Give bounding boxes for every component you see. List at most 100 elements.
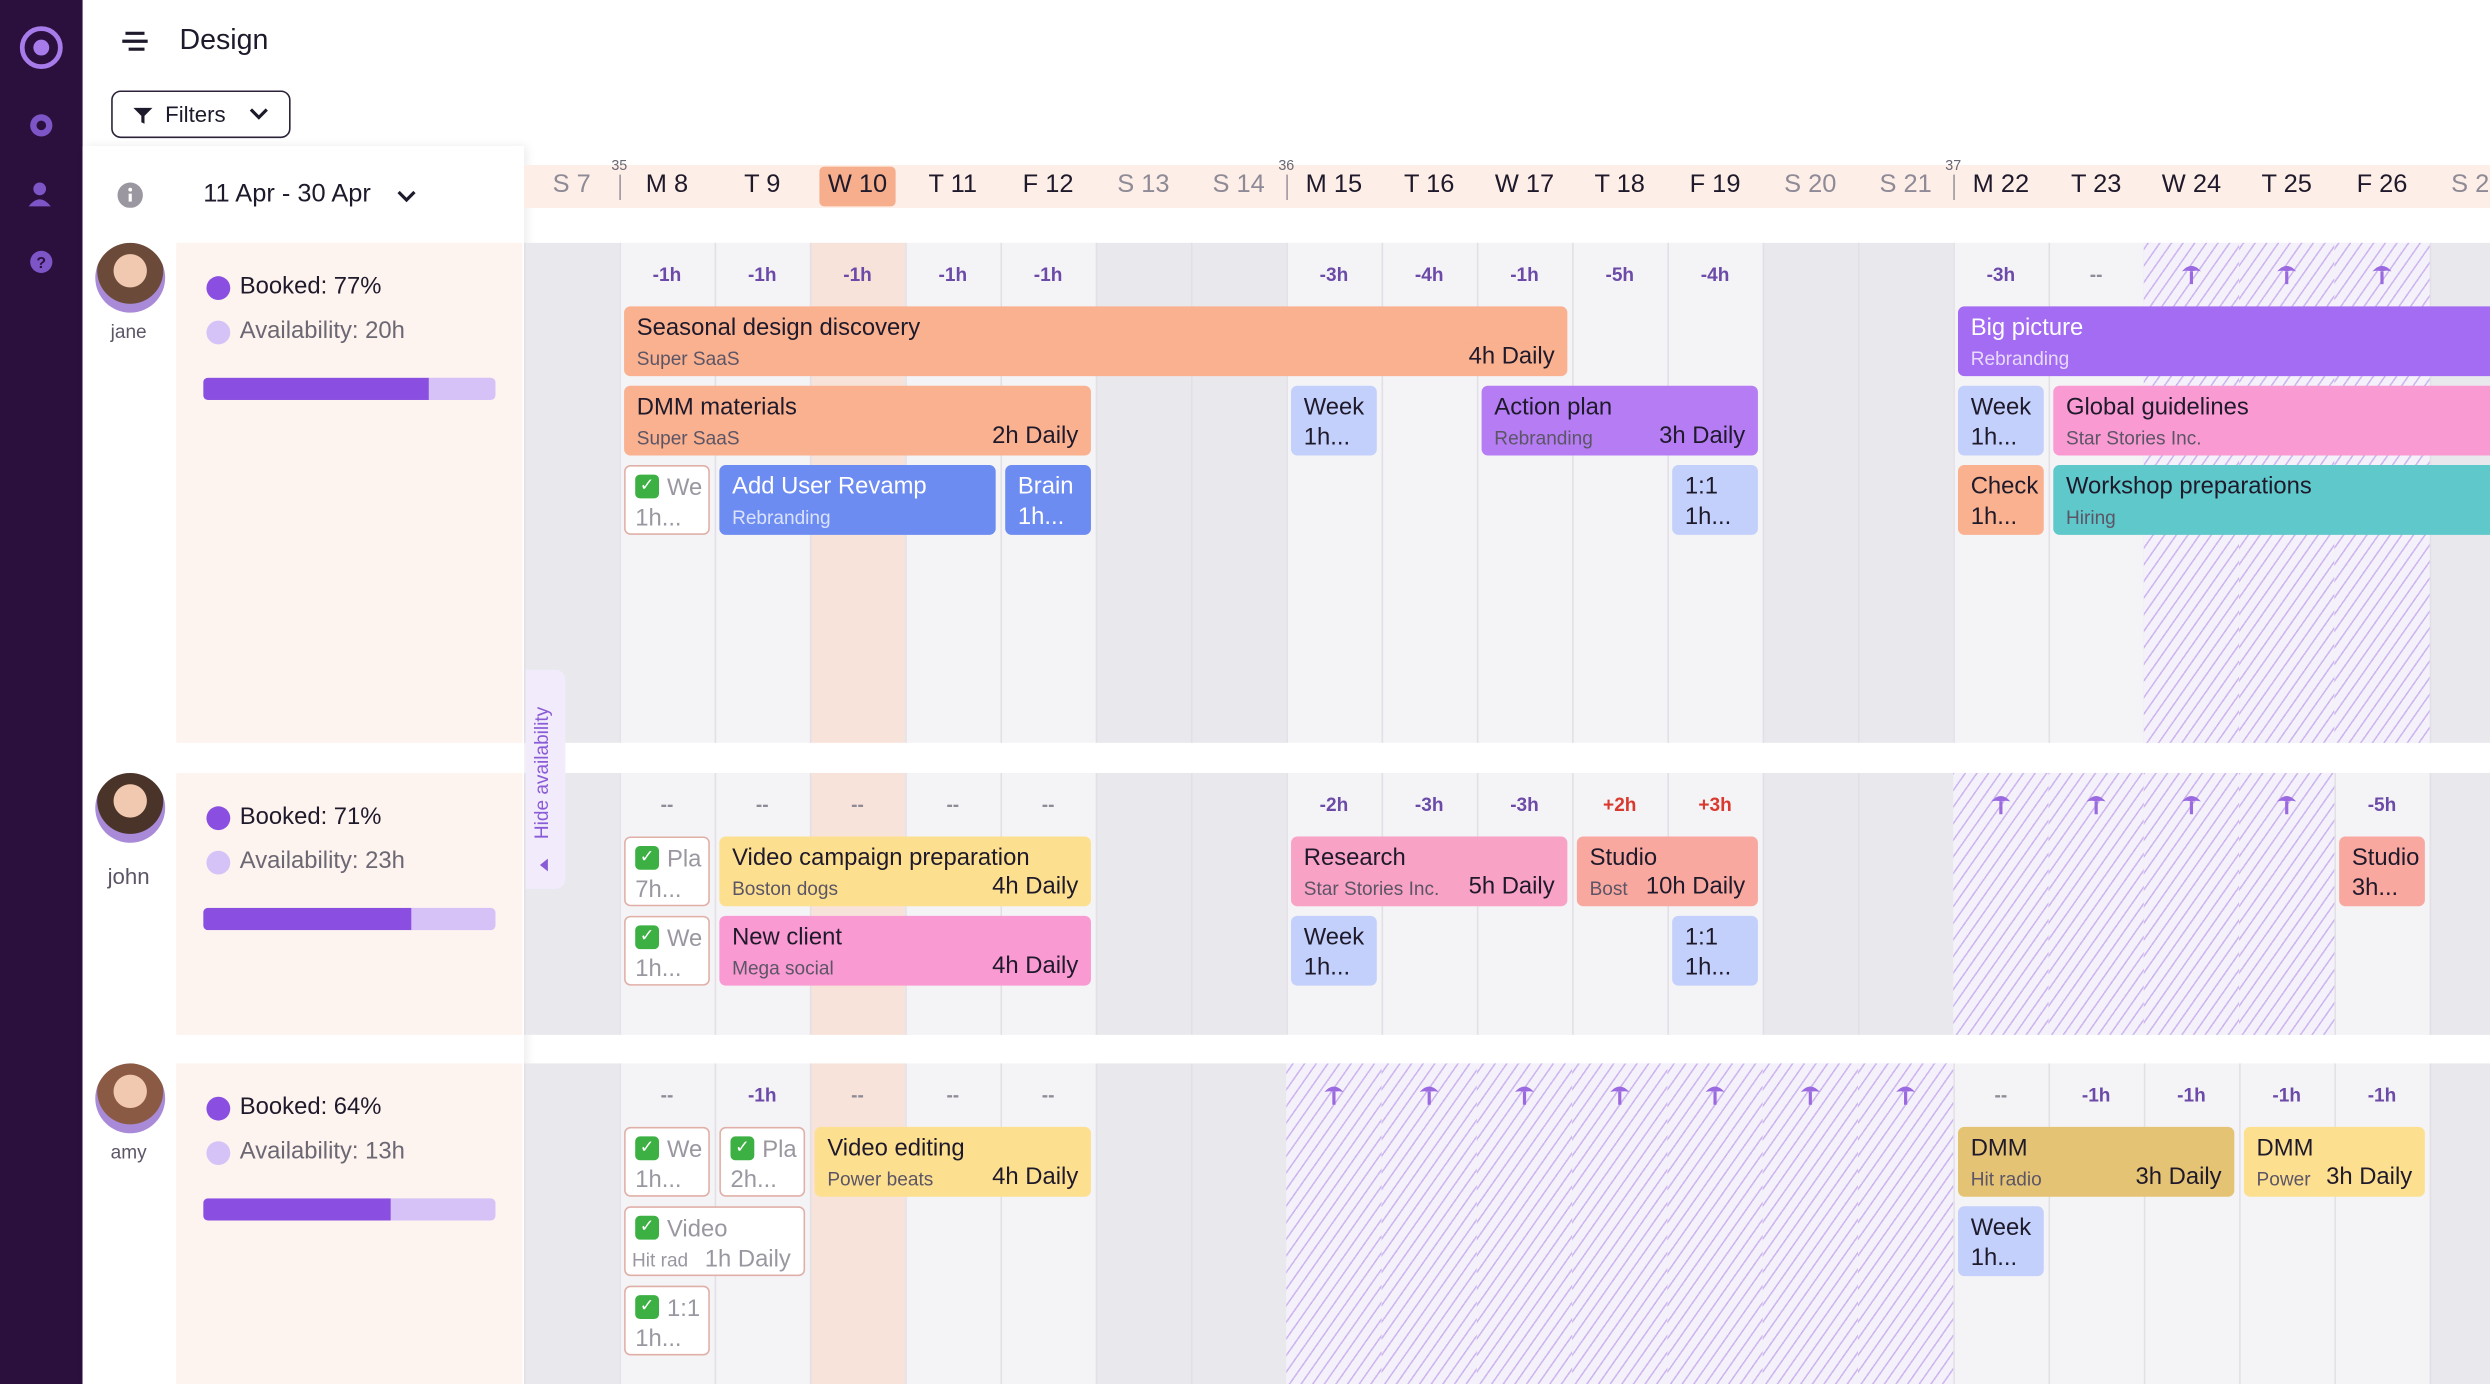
capacity-label: -- — [1041, 793, 1055, 816]
day-cell — [2048, 1063, 2144, 1384]
event-card[interactable]: New client Mega social 4h Daily — [719, 915, 1091, 986]
booking-bar — [203, 1198, 496, 1221]
holiday-cell — [1953, 772, 2049, 1035]
capacity-label: -1h — [1510, 263, 1539, 286]
event-card[interactable]: ✓ 1:1 1h... — [624, 1285, 710, 1356]
event-card[interactable]: Studio Bost 10h Daily — [1576, 836, 1758, 907]
holiday-cell — [2239, 772, 2335, 1035]
capacity-label: -- — [1041, 1084, 1055, 1107]
event-detail: 1h... — [1303, 423, 1351, 451]
event-card[interactable]: Week 1h... — [1958, 385, 2044, 456]
holiday-icon — [1610, 1086, 1630, 1105]
avatar — [95, 772, 166, 843]
event-card[interactable]: ✓ We 1h... — [624, 465, 710, 535]
day-cell — [2334, 1063, 2430, 1384]
day-cell — [2143, 1063, 2240, 1384]
event-title: Workshop preparations — [2065, 472, 2312, 500]
event-card[interactable]: ✓ Pla 2h... — [719, 1126, 806, 1197]
day-cell — [524, 1063, 620, 1384]
event-card[interactable]: Seasonal design discovery Super SaaS 4h Da… — [624, 306, 1568, 377]
filters-button[interactable]: Filters — [111, 90, 291, 139]
event-card[interactable]: Global guidelines Star Stories Inc. — [2053, 385, 2490, 456]
event-card[interactable]: Workshop preparations Hiring — [2053, 465, 2490, 535]
day-label: F 19 — [1689, 171, 1741, 199]
booking-bar-fill — [203, 1198, 391, 1221]
event-detail: 2h... — [730, 1166, 777, 1194]
event-detail: 1h... — [635, 504, 682, 532]
date-range[interactable]: 11 Apr - 30 Apr — [203, 180, 371, 208]
event-card[interactable]: Action plan Rebranding 3h Daily — [1481, 385, 1758, 456]
filters-label: Filters — [165, 101, 226, 127]
hide-availability-tab[interactable]: Hide availability — [525, 669, 566, 889]
event-card[interactable]: Week 1h... — [1291, 915, 1377, 986]
person-card: Booked: 71% Availability: 23h — [176, 772, 523, 1035]
event-subtitle: Rebranding — [1494, 426, 1593, 450]
event-card[interactable]: Week 1h... — [1291, 385, 1377, 456]
event-duration: 1h Daily — [699, 1245, 791, 1273]
event-detail: 7h... — [635, 876, 682, 904]
holiday-icon — [1896, 1086, 1916, 1105]
day-cell — [1095, 772, 1191, 1035]
event-title: Studio — [1589, 844, 1658, 872]
event-title: 1:1 — [666, 1295, 701, 1323]
menu-icon[interactable] — [121, 29, 153, 54]
booking-bar — [203, 907, 496, 931]
event-card[interactable]: 1:1 1h... — [1672, 465, 1758, 535]
event-card[interactable]: ✓ We 1h... — [624, 915, 710, 986]
today-highlight — [819, 166, 896, 207]
event-title: DMM — [2256, 1134, 2314, 1162]
event-card[interactable]: 1:1 1h... — [1672, 915, 1758, 986]
event-subtitle: Power beats — [827, 1168, 934, 1191]
holiday-icon — [1514, 1086, 1535, 1105]
event-card[interactable]: DMM Power 3h Daily — [2243, 1126, 2425, 1197]
event-card[interactable]: Research Star Stories Inc. 5h Daily — [1291, 836, 1568, 907]
check-icon: ✓ — [635, 925, 660, 950]
event-card[interactable]: ✓ We 1h... — [624, 1126, 710, 1197]
holiday-cell — [1476, 1063, 1573, 1384]
capacity-label: -1h — [652, 263, 682, 286]
day-cell — [1762, 242, 1858, 743]
event-card[interactable]: Video campaign preparation Boston dogs 4h … — [719, 836, 1091, 907]
day-cell — [1857, 242, 1954, 743]
booking-bar — [203, 377, 496, 400]
event-title: Action plan — [1494, 393, 1613, 421]
event-title: Week — [1303, 923, 1365, 951]
event-subtitle: Star Stories Inc. — [1303, 877, 1440, 900]
event-card[interactable]: DMM Hit radio 3h Daily — [1958, 1126, 2235, 1197]
capacity-label: -3h — [1986, 263, 2016, 286]
day-cell — [905, 1063, 1001, 1384]
event-detail: 1h... — [635, 1166, 682, 1194]
event-card[interactable]: ✓ Video Hit rad 1h Daily — [624, 1206, 806, 1277]
event-card[interactable]: Add User Revamp Rebranding — [719, 465, 996, 535]
event-card[interactable]: Check 1h... — [1958, 465, 2044, 535]
capacity-label: -1h — [843, 263, 872, 286]
booked-label: Booked: 71% — [239, 803, 382, 831]
event-subtitle: Hiring — [2065, 506, 2116, 529]
holiday-cell — [1762, 1063, 1858, 1384]
event-title: Brain — [1017, 472, 1074, 500]
day-cell — [1095, 1063, 1191, 1384]
event-card[interactable]: DMM materials Super SaaS 2h Daily — [624, 385, 1091, 456]
capacity-label: -4h — [1700, 263, 1730, 286]
event-title: Add User Revamp — [732, 472, 927, 500]
day-label: T 23 — [2070, 171, 2122, 199]
day-cell — [1191, 772, 1287, 1035]
event-subtitle: Hit radio — [1970, 1168, 2042, 1191]
event-card[interactable]: Brain 1h... — [1005, 465, 1091, 535]
capacity-label: -3h — [1319, 263, 1349, 286]
event-subtitle: Rebranding — [1970, 347, 2070, 370]
event-card[interactable]: Video editing Power beats 4h Daily — [814, 1126, 1091, 1197]
booked-icon — [206, 276, 231, 300]
event-title: We — [666, 474, 703, 502]
day-cell — [1762, 772, 1858, 1035]
capacity-label: -- — [946, 1084, 960, 1107]
person-name: jane — [110, 320, 147, 343]
capacity-label: +3h — [1698, 793, 1732, 816]
event-card[interactable]: Big picture Rebranding — [1958, 306, 2490, 377]
day-cell — [2429, 1063, 2490, 1384]
event-card[interactable]: Week 1h... — [1958, 1206, 2044, 1277]
event-title: We — [666, 1136, 703, 1164]
event-card[interactable]: ✓ Pla 7h... — [624, 836, 710, 907]
event-card[interactable]: Studio 3h... — [2339, 836, 2425, 907]
